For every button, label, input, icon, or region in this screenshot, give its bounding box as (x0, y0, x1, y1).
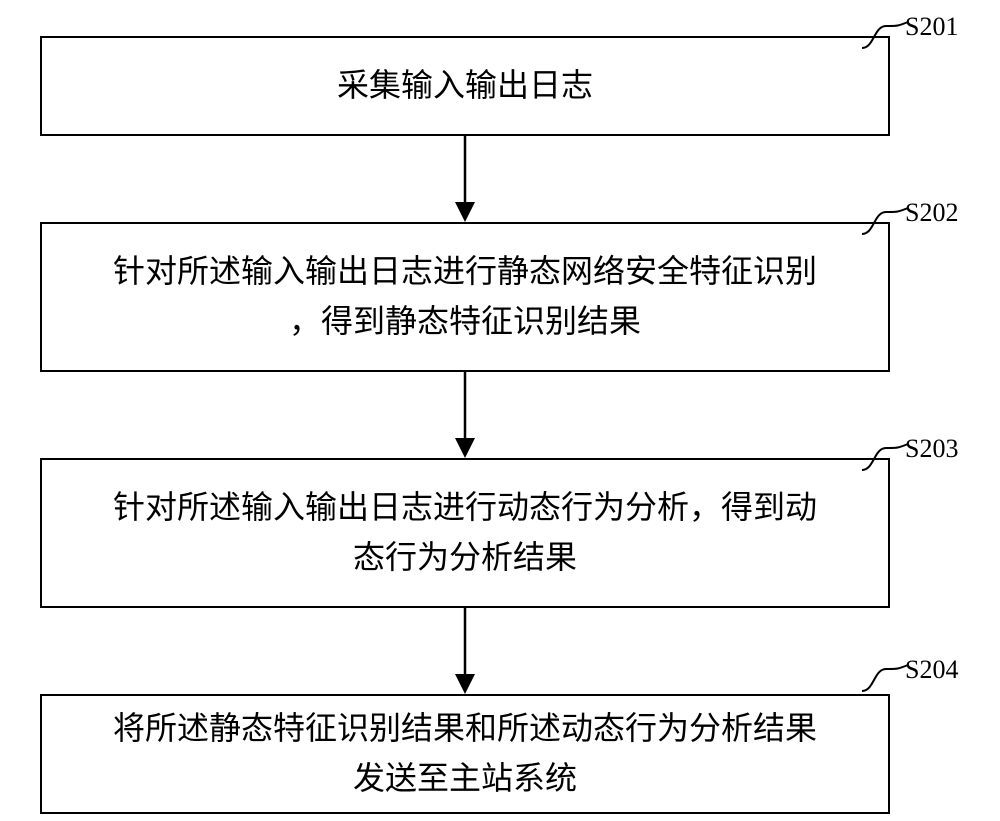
flow-arrow-down-icon (445, 136, 485, 222)
step-text-line: 发送至主站系统 (113, 754, 817, 804)
step-label-s203: S203 (905, 434, 958, 464)
flowchart-step-s201: 采集输入输出日志 (40, 36, 890, 136)
step-text: 针对所述输入输出日志进行动态行为分析，得到动态行为分析结果 (113, 483, 817, 582)
label-curve-icon (860, 663, 912, 695)
label-curve-icon (860, 442, 912, 474)
step-text-line: 将所述静态特征识别结果和所述动态行为分析结果 (113, 704, 817, 754)
flowchart-step-s202: 针对所述输入输出日志进行静态网络安全特征识别，得到静态特征识别结果 (40, 222, 890, 372)
step-text-line: 采集输入输出日志 (337, 61, 593, 111)
step-label-s201: S201 (905, 12, 958, 42)
step-text-line: ，得到静态特征识别结果 (113, 297, 817, 347)
step-label-s202: S202 (905, 198, 958, 228)
step-label-s204: S204 (905, 655, 958, 685)
label-curve-icon (860, 206, 912, 238)
step-text-line: 针对所述输入输出日志进行静态网络安全特征识别 (113, 247, 817, 297)
flowchart-step-s203: 针对所述输入输出日志进行动态行为分析，得到动态行为分析结果 (40, 458, 890, 608)
flow-arrow-down-icon (445, 608, 485, 694)
step-text-line: 针对所述输入输出日志进行动态行为分析，得到动 (113, 483, 817, 533)
step-text: 针对所述输入输出日志进行静态网络安全特征识别，得到静态特征识别结果 (113, 247, 817, 346)
step-text-line: 态行为分析结果 (113, 533, 817, 583)
flow-arrow-down-icon (445, 372, 485, 458)
flowchart-step-s204: 将所述静态特征识别结果和所述动态行为分析结果发送至主站系统 (40, 694, 890, 814)
step-text: 将所述静态特征识别结果和所述动态行为分析结果发送至主站系统 (113, 704, 817, 803)
label-curve-icon (860, 20, 912, 52)
flowchart-canvas: 采集输入输出日志 S201 针对所述输入输出日志进行静态网络安全特征识别，得到静态特… (0, 0, 1000, 821)
step-text: 采集输入输出日志 (337, 61, 593, 111)
